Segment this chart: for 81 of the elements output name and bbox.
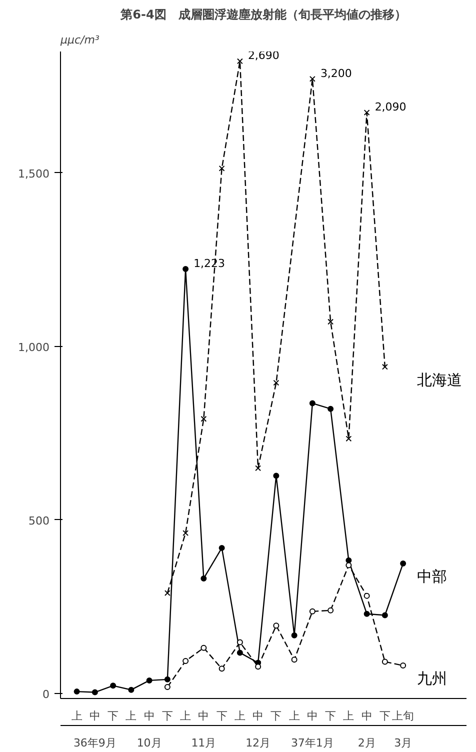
x-tick-label: 上 [180, 710, 192, 722]
point [218, 544, 225, 551]
point [309, 608, 316, 614]
point [182, 266, 189, 272]
x-tick-label: 上 [343, 710, 354, 722]
text: 10月 [136, 736, 162, 750]
x-tick-label: 下 [270, 710, 282, 722]
data-label: 1,223 [194, 257, 226, 270]
point [346, 562, 352, 568]
x-tick-label: 下 [325, 710, 336, 722]
point [364, 610, 370, 617]
point [218, 165, 225, 172]
text: 36年9月 [73, 736, 116, 750]
point [200, 575, 207, 582]
x-tick-label: 上 [234, 710, 246, 722]
point [164, 676, 170, 682]
point [110, 682, 116, 689]
point [291, 632, 298, 638]
x-tick-label: 中 [306, 710, 318, 722]
point [328, 607, 334, 614]
text: 2月 [358, 736, 376, 750]
point [164, 590, 170, 596]
point [328, 406, 334, 412]
point [364, 592, 370, 599]
point [291, 656, 298, 663]
point [382, 612, 388, 618]
point [273, 380, 280, 386]
text: 11月 [191, 736, 216, 750]
x-tick-label: 中 [252, 710, 264, 722]
y-tick-label: 1,000 [18, 340, 50, 354]
point [328, 318, 334, 325]
text: 37年1月 [290, 736, 334, 750]
point [128, 686, 134, 693]
point [164, 684, 170, 690]
series-label: 九州 [417, 670, 448, 688]
series-label: 北海道 [417, 370, 462, 389]
y-tick-label: 500 [28, 514, 50, 528]
point [218, 666, 225, 672]
series-label: 中部 [417, 568, 448, 586]
point [200, 644, 207, 651]
point [182, 530, 189, 536]
x-tick-label: 下 [162, 710, 173, 722]
x-tick-label: 下 [108, 710, 119, 722]
point [364, 110, 370, 116]
point [273, 622, 280, 629]
x-tick-label: 中 [144, 710, 155, 722]
point [400, 662, 406, 669]
point [273, 472, 280, 479]
x-tick-label: 下 [379, 710, 390, 722]
annotation: 3,200 [320, 66, 352, 80]
point [236, 650, 243, 656]
x-tick-label: 下 [216, 710, 228, 722]
point [255, 465, 262, 472]
point [92, 689, 98, 696]
y-axis-title: μμc/m³ [60, 34, 100, 46]
point [236, 639, 243, 646]
point [400, 560, 406, 567]
point [146, 677, 152, 684]
point [346, 557, 352, 564]
annotation: 2,090 [374, 100, 406, 114]
point [309, 400, 316, 406]
point [382, 364, 388, 370]
y-tick-label: 1,500 [18, 167, 50, 180]
x-tick-label: 上旬 [392, 710, 414, 722]
text: 3月 [394, 736, 412, 750]
point [236, 58, 243, 64]
point [200, 416, 207, 422]
x-tick-label: 中 [89, 710, 100, 722]
point [74, 688, 80, 695]
point [182, 658, 189, 664]
chart-title: 第6-4図 成層圏浮遊塵放射能（旬長平均値の推移） [120, 8, 406, 22]
text: 12月 [246, 736, 271, 750]
point [382, 658, 388, 665]
point [346, 436, 352, 442]
y-tick-label: 0 [42, 688, 50, 701]
x-tick-label: 上 [126, 710, 137, 722]
x-tick-label: 上 [71, 710, 82, 722]
point [309, 76, 316, 82]
x-tick-label: 上 [288, 710, 300, 722]
x-tick-label: 中 [198, 710, 210, 722]
x-tick-label: 中 [361, 710, 372, 722]
